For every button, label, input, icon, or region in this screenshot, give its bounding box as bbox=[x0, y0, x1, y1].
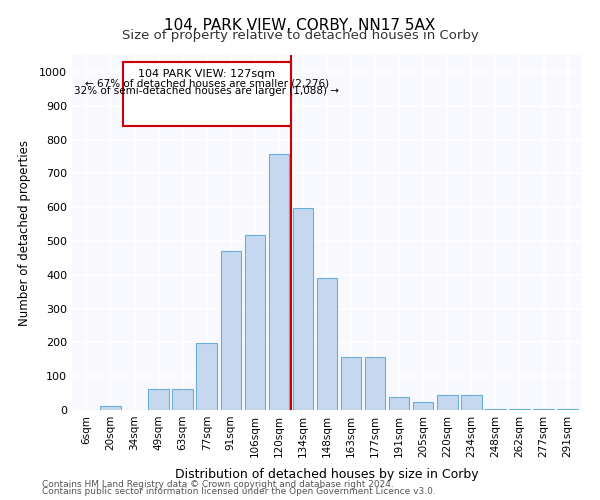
Bar bbox=[196, 344, 217, 410]
Bar bbox=[317, 278, 337, 410]
Text: 104 PARK VIEW: 127sqm: 104 PARK VIEW: 127sqm bbox=[138, 68, 275, 78]
Text: 104, PARK VIEW, CORBY, NN17 5AX: 104, PARK VIEW, CORBY, NN17 5AX bbox=[164, 18, 436, 32]
Bar bbox=[389, 398, 409, 410]
Bar bbox=[485, 409, 506, 410]
Bar bbox=[437, 396, 458, 410]
FancyBboxPatch shape bbox=[122, 62, 291, 126]
Text: 32% of semi-detached houses are larger (1,088) →: 32% of semi-detached houses are larger (… bbox=[74, 86, 339, 96]
Text: Size of property relative to detached houses in Corby: Size of property relative to detached ho… bbox=[122, 29, 478, 42]
Bar bbox=[172, 388, 193, 410]
Text: ← 67% of detached houses are smaller (2,276): ← 67% of detached houses are smaller (2,… bbox=[85, 78, 329, 88]
Text: Contains public sector information licensed under the Open Government Licence v3: Contains public sector information licen… bbox=[42, 487, 436, 496]
Bar bbox=[293, 208, 313, 410]
Bar bbox=[148, 388, 169, 410]
Text: Contains HM Land Registry data © Crown copyright and database right 2024.: Contains HM Land Registry data © Crown c… bbox=[42, 480, 394, 489]
Bar bbox=[341, 357, 361, 410]
Bar bbox=[509, 409, 530, 410]
Bar bbox=[100, 406, 121, 410]
Bar bbox=[413, 402, 433, 410]
Bar bbox=[269, 154, 289, 410]
X-axis label: Distribution of detached houses by size in Corby: Distribution of detached houses by size … bbox=[175, 468, 479, 481]
Bar bbox=[533, 409, 554, 410]
Bar bbox=[461, 396, 482, 410]
Y-axis label: Number of detached properties: Number of detached properties bbox=[18, 140, 31, 326]
Bar bbox=[365, 357, 385, 410]
Bar bbox=[221, 251, 241, 410]
Bar bbox=[557, 409, 578, 410]
Bar bbox=[245, 235, 265, 410]
